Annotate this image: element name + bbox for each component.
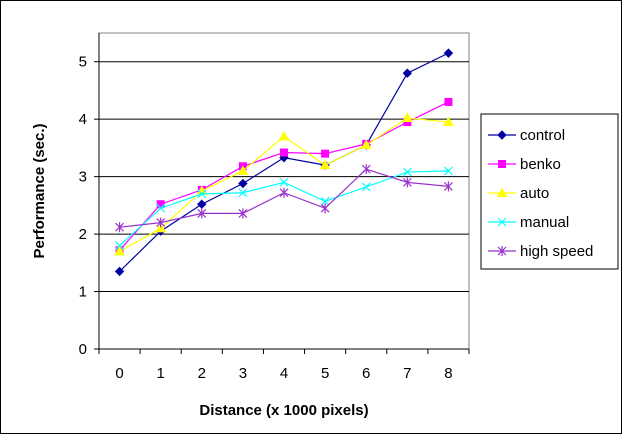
data-point-manual xyxy=(156,203,166,213)
data-point-manual xyxy=(444,166,453,176)
data-point-high-speed xyxy=(156,217,166,228)
data-point-control xyxy=(238,178,248,189)
data-point-control xyxy=(402,68,413,78)
series-manual xyxy=(115,166,453,251)
x-tick-label: 7 xyxy=(403,365,411,382)
data-point-high-speed xyxy=(197,208,207,219)
x-tick-label: 3 xyxy=(239,365,247,382)
legend-label: benko xyxy=(520,156,561,173)
data-point-auto xyxy=(278,130,290,141)
data-point-control xyxy=(114,266,125,277)
x-axis-ticks: 0 1 2 3 4 5 6 7 8 xyxy=(98,349,470,382)
x-axis-title: Distance (x 1000 pixels) xyxy=(199,402,368,419)
series-auto xyxy=(114,112,454,256)
data-point-high-speed xyxy=(361,164,371,175)
y-tick-label: 3 xyxy=(79,169,87,186)
data-point-manual xyxy=(197,189,207,199)
legend-swatch-marker xyxy=(496,187,508,197)
legend-item-control: control xyxy=(488,127,565,144)
data-point-manual xyxy=(320,196,330,206)
data-point-auto xyxy=(360,139,372,150)
data-point-benko xyxy=(156,200,165,209)
x-tick-label: 0 xyxy=(115,365,123,382)
axes xyxy=(98,33,469,350)
data-point-manual xyxy=(361,182,371,192)
series-high-speed xyxy=(115,164,453,233)
legend-swatch-marker xyxy=(498,160,506,168)
x-tick-label: 8 xyxy=(444,365,452,382)
data-point-benko xyxy=(280,148,288,157)
y-axis-ticks: 0 1 2 3 4 5 xyxy=(79,54,99,358)
legend-swatch-marker xyxy=(497,217,507,227)
x-tick-label: 2 xyxy=(198,365,206,382)
data-point-auto xyxy=(237,165,249,175)
data-point-auto xyxy=(401,112,413,123)
y-tick-label: 2 xyxy=(79,226,87,243)
series-group xyxy=(114,48,454,277)
legend-item-high-speed: high speed xyxy=(488,243,593,260)
data-point-manual xyxy=(279,177,289,187)
x-tick-label: 6 xyxy=(362,365,370,382)
legend-label: manual xyxy=(520,214,569,231)
x-tick-label: 4 xyxy=(280,365,288,382)
legend: control benko auto manual high speed xyxy=(488,127,593,260)
x-tick-label: 5 xyxy=(321,365,329,382)
y-tick-label: 0 xyxy=(79,341,87,358)
x-tick-label: 1 xyxy=(156,365,164,382)
y-tick-label: 5 xyxy=(79,54,87,71)
data-point-auto xyxy=(114,245,125,256)
data-point-auto xyxy=(443,116,454,127)
data-point-high-speed xyxy=(279,187,289,198)
legend-label: auto xyxy=(520,185,549,202)
y-tick-label: 1 xyxy=(79,284,87,301)
data-point-benko xyxy=(321,149,330,158)
data-point-benko xyxy=(444,97,453,106)
data-point-control xyxy=(443,48,454,58)
data-point-auto xyxy=(155,222,167,233)
y-tick-label: 4 xyxy=(79,111,87,128)
y-axis-title: Performance (sec.) xyxy=(31,123,48,258)
data-point-manual xyxy=(238,188,248,198)
data-point-high-speed xyxy=(402,177,412,188)
data-point-manual xyxy=(402,167,412,177)
data-point-auto xyxy=(319,159,331,170)
legend-swatch-marker xyxy=(497,130,507,140)
legend-swatch-marker xyxy=(497,246,507,256)
data-point-high-speed xyxy=(115,222,124,233)
legend-label: control xyxy=(520,127,565,144)
legend-item-benko: benko xyxy=(488,156,561,173)
data-point-manual xyxy=(115,241,124,251)
legend-label: high speed xyxy=(520,243,593,260)
data-point-high-speed xyxy=(238,208,248,219)
legend-item-manual: manual xyxy=(488,214,569,231)
legend-item-auto: auto xyxy=(488,185,549,202)
data-point-control xyxy=(197,199,207,209)
data-point-high-speed xyxy=(320,203,330,214)
data-point-high-speed xyxy=(444,181,453,192)
